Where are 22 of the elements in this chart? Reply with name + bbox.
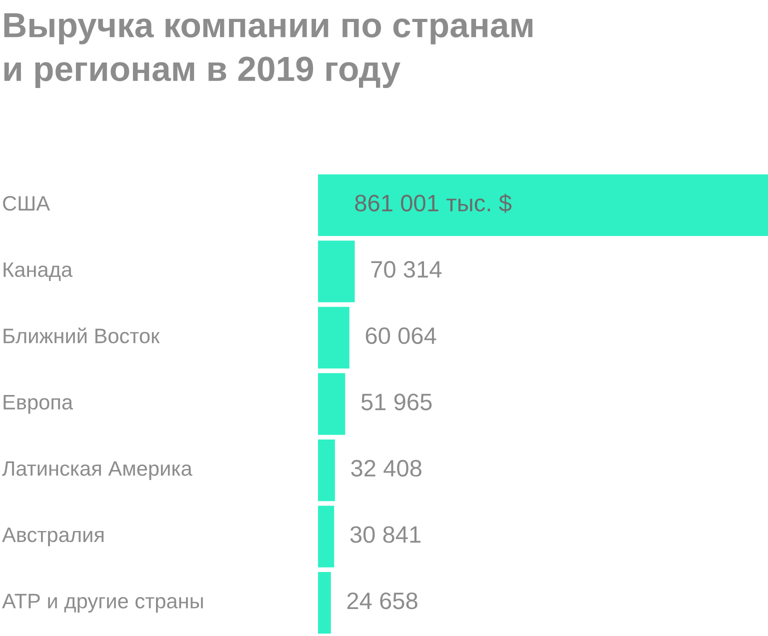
y-tick-label: Австралия: [2, 528, 104, 546]
bar: [318, 506, 334, 568]
bar: [318, 306, 350, 369]
data-label: 51 965: [361, 394, 432, 410]
y-tick-label: Европа: [4, 395, 74, 414]
bar: [318, 240, 355, 302]
y-tick-label: Ближний Восток: [4, 328, 160, 344]
y-tick-label: США: [3, 196, 50, 211]
data-label: 70 314: [371, 261, 442, 278]
bar: [318, 439, 335, 502]
chart-title: Выручка компании по странам и регионам в 2019 году: [4, 13, 532, 88]
y-tick-label: Латинская Америка: [2, 461, 192, 480]
data-label: 60 064: [366, 327, 436, 344]
y-tick-label: Канада: [4, 262, 73, 281]
data-label: 32 408: [351, 460, 422, 477]
data-label: 861 001 тыс. $: [355, 194, 512, 213]
data-label: 24 658: [347, 592, 418, 610]
bar: [318, 572, 331, 634]
data-label: 30 841: [350, 526, 420, 543]
y-tick-label: АТР и другие страны: [2, 594, 203, 613]
bar: [318, 174, 768, 236]
bar: [318, 373, 346, 435]
